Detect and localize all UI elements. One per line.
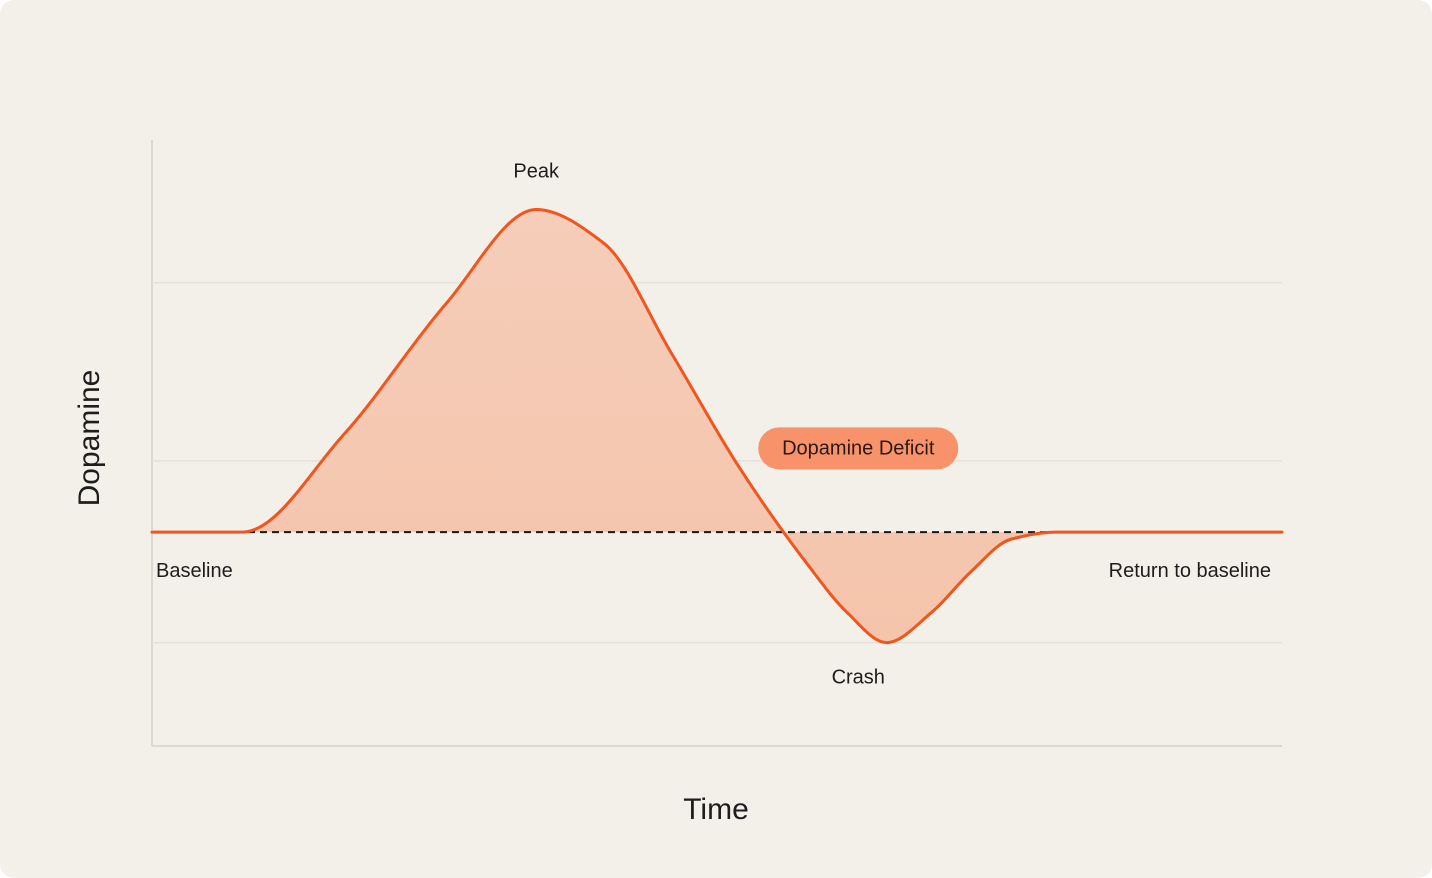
crash-label: Crash — [832, 667, 885, 689]
dopamine-curve — [150, 208, 1284, 645]
return-to-baseline-label: Return to baseline — [1109, 560, 1271, 582]
pill-background — [758, 427, 959, 470]
y-axis-title: Dopamine — [73, 370, 106, 507]
peak-label: Peak — [513, 161, 560, 183]
x-axis-title: Time — [683, 793, 749, 826]
baseline-label: Baseline — [156, 560, 233, 582]
pill-label: Dopamine Deficit — [782, 437, 935, 459]
dopamine-deficit-pill: Dopamine Deficit — [758, 427, 959, 470]
